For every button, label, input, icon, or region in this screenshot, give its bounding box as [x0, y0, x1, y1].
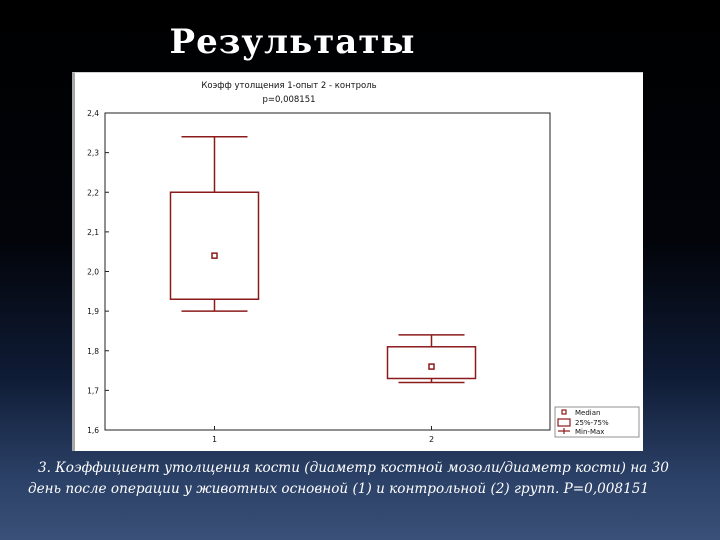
- y-tick-label: 2,0: [87, 268, 99, 277]
- caption-line-1: 3. Коэффициент утолщения кости (диаметр …: [38, 460, 669, 476]
- chart-title: Коэфф утолщения 1-опыт 2 - контроль: [201, 81, 376, 91]
- slide-title: Результаты: [169, 22, 416, 62]
- legend: Median 25%-75%Min-Max: [554, 406, 640, 438]
- legend-box-icon: [557, 418, 571, 427]
- figure-caption: 3. Коэффициент утолщения кости (диаметр …: [28, 458, 698, 500]
- y-tick-label: 2,1: [87, 228, 99, 237]
- median-marker: [428, 363, 435, 370]
- box-group: [386, 334, 477, 384]
- x-tick-label: 2: [429, 435, 434, 444]
- legend-label: Min-Max: [575, 428, 604, 436]
- y-tick-label: 1,8: [87, 347, 99, 356]
- box-iqr: [169, 191, 260, 300]
- box-iqr: [386, 346, 477, 380]
- y-tick-label: 2,2: [87, 188, 99, 197]
- box-group: [169, 136, 260, 312]
- legend-median-icon: [561, 409, 567, 415]
- y-tick-label: 1,9: [87, 307, 99, 316]
- median-marker: [211, 252, 218, 259]
- y-tick-label: 2,3: [87, 149, 99, 158]
- caption-line-2: день после операции у животных основной …: [28, 481, 650, 497]
- y-tick-label: 1,6: [87, 426, 99, 435]
- x-tick-label: 1: [212, 435, 217, 444]
- chart-panel: Коэфф утолщения 1-опыт 2 - контроль p=0,…: [72, 72, 643, 451]
- boxes: [169, 136, 477, 384]
- y-tick-label: 1,7: [87, 386, 99, 395]
- boxplot-chart: Коэфф утолщения 1-опыт 2 - контроль p=0,…: [87, 81, 640, 444]
- y-tick-label: 2,4: [87, 109, 99, 118]
- y-axis: 1,6 1,7 1,8 1,9 2,0 2,1 2,2 2,3 2,4: [87, 109, 109, 435]
- legend-label: 25%-75%: [575, 419, 609, 427]
- legend-label: Median: [575, 409, 600, 417]
- chart-subtitle: p=0,008151: [262, 95, 315, 105]
